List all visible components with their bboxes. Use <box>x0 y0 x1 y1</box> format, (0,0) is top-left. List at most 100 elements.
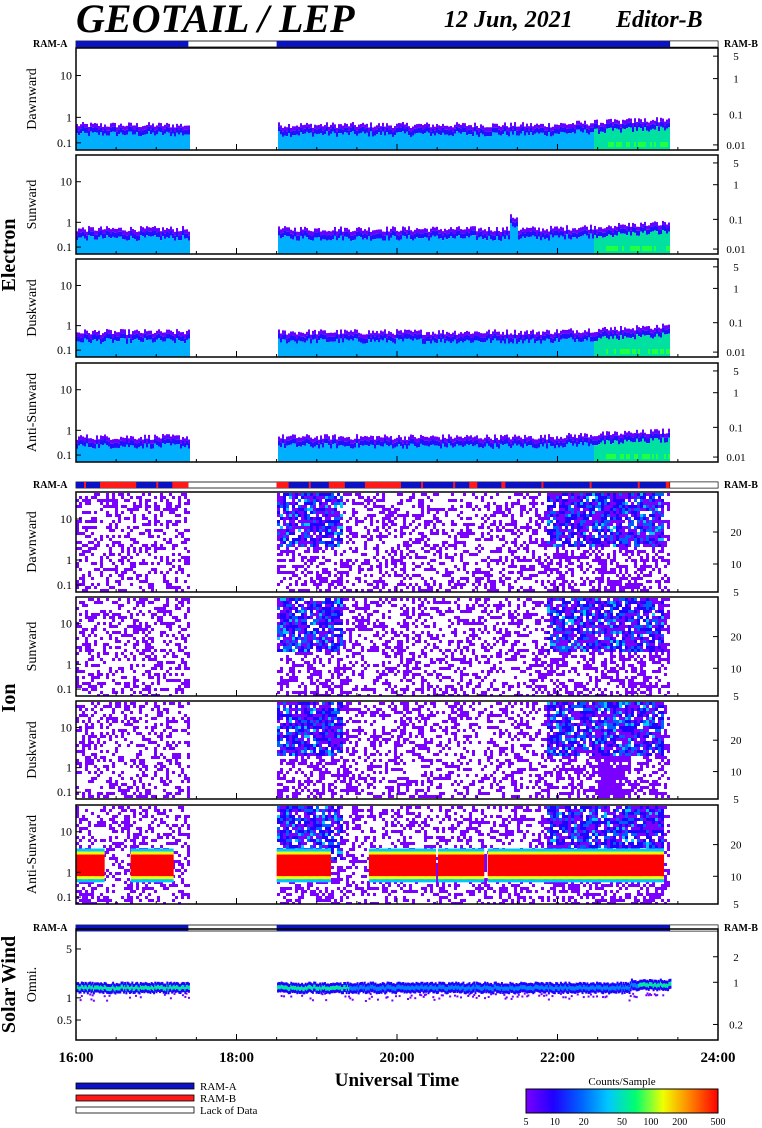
spectrogram-cell <box>404 436 406 441</box>
spectrogram-cell <box>338 133 340 150</box>
spectrogram-cell <box>530 227 532 232</box>
spectrogram-cell <box>532 333 534 339</box>
spectrogram-cell <box>148 535 151 538</box>
spectrogram-cell <box>548 330 550 335</box>
spectrogram-cell <box>316 571 319 574</box>
spectrogram-cell <box>656 454 658 459</box>
spectrogram-cell <box>154 226 156 231</box>
spectrogram-cell <box>412 126 414 131</box>
spectrogram-cell <box>340 496 343 499</box>
spectrogram-cell <box>482 239 484 254</box>
spectrogram-cell <box>462 233 464 239</box>
spectrogram-cell <box>362 230 364 235</box>
spectrogram-cell <box>424 583 427 586</box>
spectrogram-cell <box>406 238 408 254</box>
spectrogram-cell <box>314 329 316 334</box>
spectrogram-cell <box>418 123 420 128</box>
spectrogram-cell <box>496 559 499 562</box>
spectrogram-cell <box>94 127 96 133</box>
spectrogram-cell <box>644 335 646 357</box>
spectrogram-cell <box>448 544 451 547</box>
spectrogram-cell <box>412 493 415 496</box>
spectrogram-cell <box>337 544 340 547</box>
spectrogram-cell <box>284 235 286 254</box>
spectrogram-cell <box>108 135 110 150</box>
spectrogram-cell <box>283 529 286 532</box>
spectrogram-cell <box>476 240 478 254</box>
spectrogram-cell <box>536 230 538 235</box>
spectrogram-cell <box>472 589 475 592</box>
spectrogram-cell <box>308 128 310 134</box>
spectrogram-cell <box>490 438 492 443</box>
spectrogram-cell <box>148 523 151 526</box>
spectrogram-cell <box>289 577 292 580</box>
spectrogram-cell <box>304 133 306 150</box>
spectrogram-cell <box>499 556 502 559</box>
spectrogram-cell <box>478 577 481 580</box>
spectrogram-cell <box>494 329 496 334</box>
spectrogram-cell <box>481 523 484 526</box>
spectrogram-cell <box>376 238 378 254</box>
spectrogram-cell <box>322 230 324 235</box>
spectrogram-cell <box>572 436 574 441</box>
spectrogram-cell <box>296 125 298 130</box>
spectrogram-cell <box>84 127 86 133</box>
spectrogram-cell <box>322 334 324 340</box>
spectrogram-cell <box>397 493 400 496</box>
spectrogram-cell <box>304 436 306 441</box>
spectrogram-cell <box>480 227 482 232</box>
spectrogram-cell <box>374 336 376 342</box>
spectrogram-cell <box>134 125 136 130</box>
spectrogram-cell <box>301 571 304 574</box>
spectrogram-cell <box>620 325 622 330</box>
spectrogram-cell <box>574 342 576 357</box>
spectrogram-cell <box>652 440 654 462</box>
spectrogram-cell <box>454 538 457 541</box>
spectrogram-cell <box>440 233 442 239</box>
spectrogram-cell <box>142 448 144 462</box>
spectrogram-cell <box>618 444 620 462</box>
spectrogram-cell <box>148 529 151 532</box>
ram-a-segment <box>276 925 670 931</box>
spectrogram-cell <box>474 235 476 254</box>
spectrogram-cell <box>430 127 432 132</box>
spectrogram-cell <box>424 237 426 254</box>
spectrogram-cell <box>484 505 487 508</box>
spectrogram-cell <box>374 448 376 462</box>
spectrogram-cell <box>505 529 508 532</box>
spectrogram-cell <box>322 339 324 357</box>
spectrogram-cell <box>102 337 104 343</box>
spectrogram-cell <box>544 239 546 254</box>
spectrogram-cell <box>379 538 382 541</box>
spectrogram-cell <box>424 526 427 529</box>
spectrogram-cell <box>418 447 420 462</box>
spectrogram-cell <box>342 333 344 338</box>
spectrogram-cell <box>650 337 652 357</box>
spectrogram-cell <box>534 231 536 237</box>
spectrogram-cell <box>409 538 412 541</box>
spectrogram-cell <box>140 341 142 357</box>
spectrogram-cell <box>354 438 356 443</box>
spectrogram-cell <box>304 541 307 544</box>
spectrogram-cell <box>536 341 538 357</box>
spectrogram-cell <box>570 443 572 462</box>
spectrogram-cell <box>392 235 394 254</box>
spectrogram-cell <box>433 568 436 571</box>
spectrogram-cell <box>588 229 590 234</box>
spectrogram-cell <box>406 329 408 334</box>
spectrogram-cell <box>608 225 610 230</box>
spectrogram-cell <box>139 532 142 535</box>
spectrogram-cell <box>658 336 660 357</box>
spectrogram-cell <box>346 231 348 237</box>
spectrogram-cell <box>444 125 446 130</box>
spectrogram-cell <box>292 565 295 568</box>
spectrogram-cell <box>98 439 100 444</box>
panel-label: Sunward <box>25 180 40 230</box>
spectrogram-cell <box>378 435 380 440</box>
spectrogram-cell <box>368 330 370 335</box>
spectrogram-cell <box>112 553 115 556</box>
spectrogram-cell <box>586 226 588 231</box>
spectrogram-cell <box>488 131 490 137</box>
spectrogram-cell <box>428 123 430 128</box>
spectrogram-cell <box>280 337 282 343</box>
